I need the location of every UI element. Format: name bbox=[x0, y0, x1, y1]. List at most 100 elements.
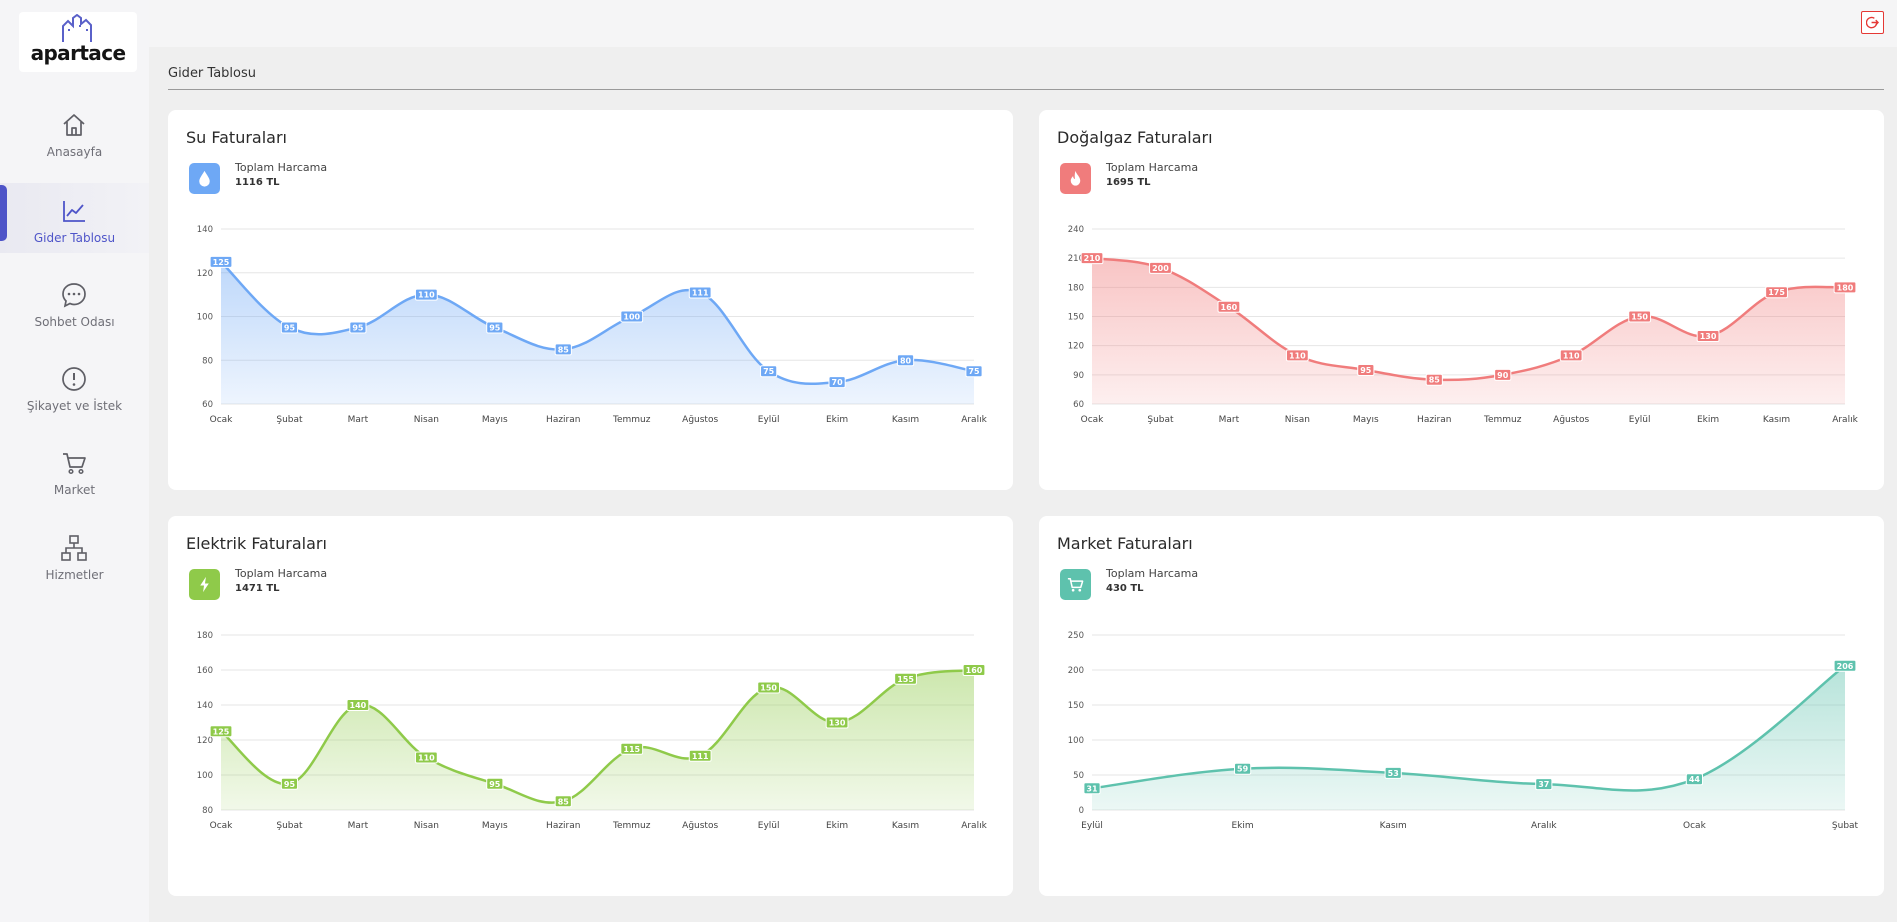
y-tick-label: 140 bbox=[197, 225, 213, 235]
x-tick-label: Ekim bbox=[1697, 415, 1719, 425]
data-label-bg bbox=[1234, 762, 1252, 775]
data-point: 206 bbox=[1833, 659, 1857, 672]
data-point: 75 bbox=[965, 365, 983, 378]
su-faturalari-card: Su Faturaları Toplam Harcama 1116 TL 60 8… bbox=[168, 110, 1013, 490]
flame-icon bbox=[1070, 170, 1081, 186]
data-point: 70 bbox=[828, 376, 846, 389]
data-point: 130 bbox=[1696, 329, 1720, 342]
data-point: 111 bbox=[688, 749, 712, 762]
data-point: 95 bbox=[486, 321, 504, 334]
data-label: 115 bbox=[623, 745, 640, 754]
data-label: 53 bbox=[1388, 769, 1399, 778]
card-badge bbox=[1060, 569, 1091, 600]
x-tick-label: Aralık bbox=[961, 415, 987, 425]
data-label-bg bbox=[1083, 782, 1101, 795]
data-point: 140 bbox=[346, 699, 370, 711]
data-label-bg bbox=[1559, 349, 1583, 362]
data-label-bg bbox=[620, 742, 644, 755]
sidebar-item-label: Hizmetler bbox=[45, 568, 104, 582]
data-label-bg bbox=[554, 795, 572, 808]
data-label-bg bbox=[828, 376, 846, 389]
alert-circle-icon bbox=[62, 367, 86, 391]
data-label: 150 bbox=[1631, 313, 1648, 322]
logout-icon bbox=[1866, 16, 1879, 29]
sidebar-item-gider-tablosu[interactable]: Gider Tablosu bbox=[0, 183, 149, 253]
data-point: 95 bbox=[280, 777, 299, 790]
x-tick-label: Şubat bbox=[276, 821, 303, 831]
data-label-bg bbox=[414, 751, 438, 764]
x-tick-label: Aralık bbox=[1531, 821, 1557, 831]
data-point: 85 bbox=[1425, 373, 1443, 386]
elektrik-faturalari-card: Elektrik Faturaları Toplam Harcama 1471 … bbox=[168, 516, 1013, 896]
data-point: 53 bbox=[1384, 766, 1402, 779]
x-tick-label: Nisan bbox=[414, 821, 439, 831]
data-point: 95 bbox=[280, 321, 299, 334]
data-point: 180 bbox=[1833, 281, 1857, 294]
data-label: 90 bbox=[1497, 371, 1509, 380]
data-label-bg bbox=[760, 365, 778, 378]
data-point: 130 bbox=[825, 716, 849, 729]
sidebar-item-hizmetler[interactable]: Hizmetler bbox=[0, 520, 149, 590]
data-point: 100 bbox=[620, 310, 644, 323]
x-tick-label: Ekim bbox=[1232, 821, 1254, 831]
data-label-bg bbox=[1765, 286, 1788, 299]
sidebar-item-label: Gider Tablosu bbox=[33, 231, 116, 245]
sidebar-item-anasayfa[interactable]: Anasayfa bbox=[0, 97, 149, 167]
data-label: 111 bbox=[692, 288, 709, 297]
sidebar-item-sohbet-odasi[interactable]: Sohbet Odası bbox=[0, 267, 149, 337]
data-label: 130 bbox=[1700, 332, 1717, 341]
x-tick-label: Mart bbox=[1219, 415, 1240, 425]
data-label-bg bbox=[825, 716, 849, 729]
data-label: 150 bbox=[760, 684, 777, 693]
data-point: 85 bbox=[554, 343, 572, 356]
data-label-bg bbox=[280, 777, 299, 790]
data-label: 206 bbox=[1837, 662, 1854, 671]
data-point: 90 bbox=[1494, 368, 1512, 381]
data-point: 111 bbox=[688, 286, 712, 299]
data-label-bg bbox=[280, 321, 299, 334]
data-label: 95 bbox=[284, 780, 296, 789]
x-tick-label: Ağustos bbox=[682, 821, 718, 831]
card-subtitle: Toplam Harcama bbox=[1106, 161, 1199, 174]
data-point: 210 bbox=[1080, 252, 1104, 265]
x-tick-label: Kasım bbox=[1380, 821, 1407, 831]
x-tick-label: Nisan bbox=[1285, 415, 1310, 425]
sidebar: apartace Anasayfa Gider Tablosu Sohbet O… bbox=[0, 0, 149, 922]
data-label: 44 bbox=[1689, 775, 1701, 784]
y-tick-label: 0 bbox=[1079, 806, 1084, 816]
data-label: 140 bbox=[350, 701, 367, 710]
lightning-icon bbox=[200, 576, 209, 593]
sidebar-item-label: Şikayet ve İstek bbox=[26, 399, 123, 413]
chart-line-icon bbox=[63, 201, 85, 222]
dogalgaz-faturalari-chart: 60 90 120 150 180 210 240 Ocak Şubat Mart Nisan May… bbox=[1068, 225, 1859, 425]
data-point: 85 bbox=[554, 795, 572, 808]
x-tick-label: Ocak bbox=[210, 821, 234, 831]
x-tick-label: Ekim bbox=[826, 415, 848, 425]
data-label: 95 bbox=[1360, 366, 1372, 375]
data-label-bg bbox=[209, 255, 233, 268]
series-area bbox=[221, 261, 974, 404]
x-tick-label: Ağustos bbox=[682, 415, 718, 425]
card-total: 1116 TL bbox=[235, 177, 280, 188]
sidebar-item-label: Sohbet Odası bbox=[34, 315, 115, 329]
data-point: 95 bbox=[486, 777, 504, 790]
market-faturalari-chart: 0 50 100 150 200 250 Eylül Ekim Kasım Aralık Ocak Ş… bbox=[1068, 631, 1859, 831]
data-point: 59 bbox=[1234, 762, 1252, 775]
app-logo[interactable]: apartace bbox=[19, 12, 137, 72]
data-label: 155 bbox=[897, 675, 914, 684]
sidebar-item-market[interactable]: Market bbox=[0, 435, 149, 505]
data-label-bg bbox=[688, 286, 712, 299]
data-label: 85 bbox=[1429, 376, 1441, 385]
sidebar-item-sikayet-ve-istek[interactable]: Şikayet ve İstek bbox=[0, 351, 149, 421]
y-tick-label: 50 bbox=[1073, 771, 1084, 781]
card-title: Elektrik Faturaları bbox=[186, 534, 327, 553]
market-faturalari-card: Market Faturaları Toplam Harcama 430 TL … bbox=[1039, 516, 1884, 896]
y-tick-label: 160 bbox=[197, 666, 213, 676]
logout-button[interactable] bbox=[1861, 11, 1884, 34]
x-tick-label: Mart bbox=[348, 821, 369, 831]
data-label-bg bbox=[757, 681, 781, 694]
x-tick-label: Temmuz bbox=[612, 415, 651, 425]
building-logo-icon bbox=[62, 14, 92, 42]
data-label: 111 bbox=[692, 752, 709, 761]
x-tick-label: Kasım bbox=[892, 821, 919, 831]
